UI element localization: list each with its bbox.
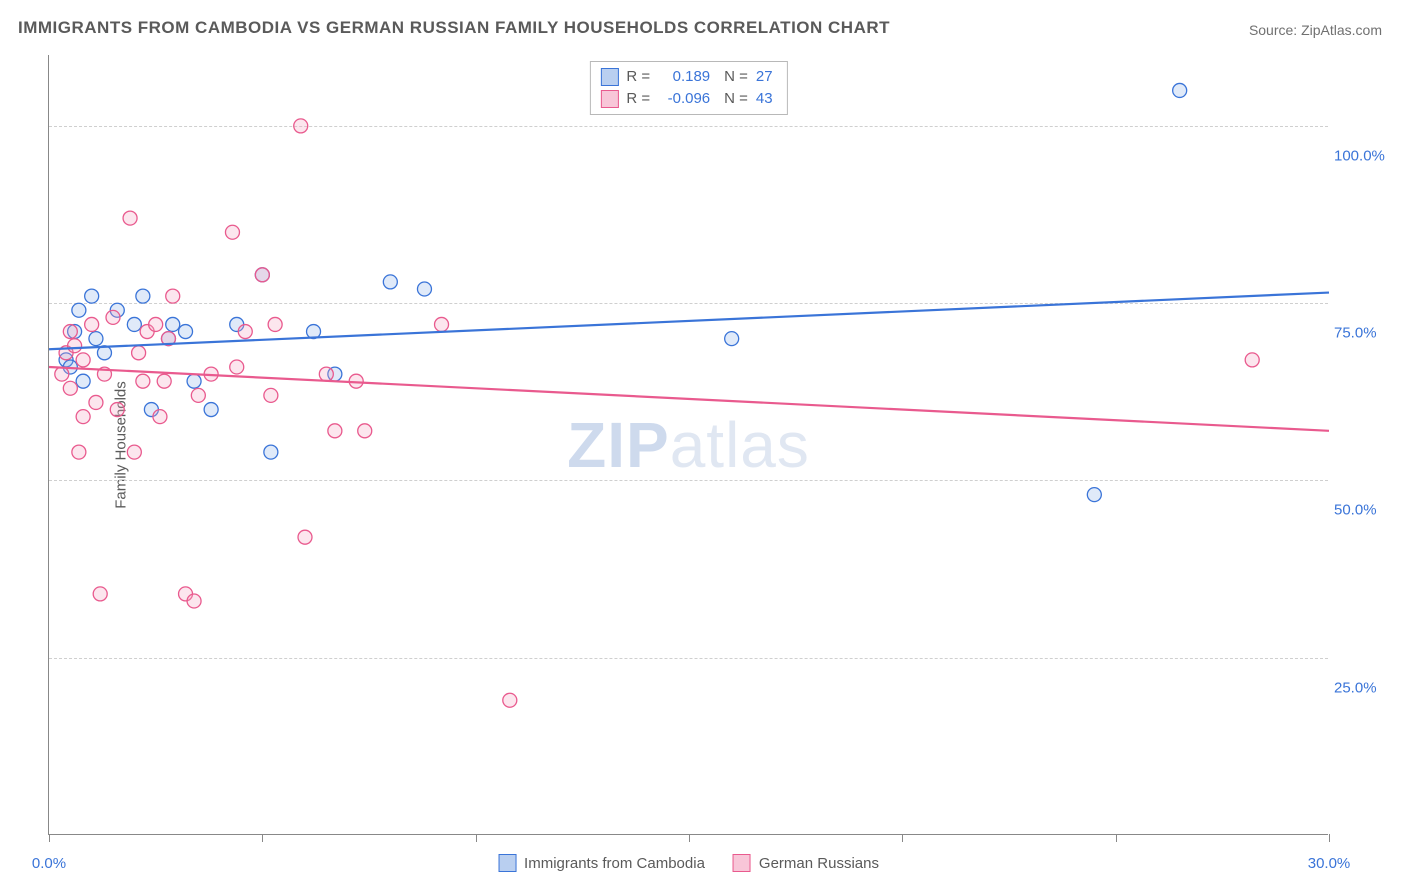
r-value-2: -0.096 <box>658 88 710 110</box>
swatch-series-2 <box>733 854 751 872</box>
data-point <box>123 211 137 225</box>
series-1-name: Immigrants from Cambodia <box>524 855 705 872</box>
source-label: Source: ZipAtlas.com <box>1249 22 1382 38</box>
data-point <box>187 594 201 608</box>
x-tick <box>476 834 477 842</box>
data-point <box>225 225 239 239</box>
data-point <box>76 374 90 388</box>
data-point <box>255 268 269 282</box>
r-label: R = <box>626 66 650 88</box>
n-label: N = <box>724 66 748 88</box>
data-point <box>268 317 282 331</box>
data-point <box>238 325 252 339</box>
data-point <box>85 289 99 303</box>
data-point <box>503 693 517 707</box>
data-point <box>132 346 146 360</box>
x-tick <box>262 834 263 842</box>
data-point <box>1173 83 1187 97</box>
data-point <box>149 317 163 331</box>
series-legend: Immigrants from Cambodia German Russians <box>498 854 879 872</box>
swatch-series-2 <box>600 90 618 108</box>
data-point <box>358 424 372 438</box>
data-point <box>127 317 141 331</box>
data-point <box>76 353 90 367</box>
legend-row-2: R = -0.096 N = 43 <box>600 88 772 110</box>
data-point <box>153 410 167 424</box>
series-2-name: German Russians <box>759 855 879 872</box>
y-tick-label: 75.0% <box>1334 325 1394 342</box>
data-point <box>89 332 103 346</box>
trend-line <box>49 367 1329 431</box>
x-tick <box>1116 834 1117 842</box>
data-point <box>179 325 193 339</box>
r-value-1: 0.189 <box>658 66 710 88</box>
data-point <box>93 587 107 601</box>
data-point <box>76 410 90 424</box>
data-point <box>187 374 201 388</box>
data-point <box>127 445 141 459</box>
data-point <box>55 367 69 381</box>
data-point <box>230 360 244 374</box>
n-label: N = <box>724 88 748 110</box>
data-point <box>63 381 77 395</box>
data-point <box>264 445 278 459</box>
x-tick <box>902 834 903 842</box>
data-point <box>298 530 312 544</box>
data-point <box>1245 353 1259 367</box>
y-tick-label: 50.0% <box>1334 502 1394 519</box>
n-value-2: 43 <box>756 88 773 110</box>
y-tick-label: 100.0% <box>1334 147 1394 164</box>
x-tick <box>1329 834 1330 842</box>
x-tick <box>49 834 50 842</box>
y-tick-label: 25.0% <box>1334 679 1394 696</box>
data-point <box>294 119 308 133</box>
chart-title: IMMIGRANTS FROM CAMBODIA VS GERMAN RUSSI… <box>18 18 890 38</box>
data-point <box>68 339 82 353</box>
data-point <box>166 289 180 303</box>
data-point <box>417 282 431 296</box>
n-value-1: 27 <box>756 66 773 88</box>
data-point <box>63 325 77 339</box>
data-point <box>85 317 99 331</box>
data-point <box>191 388 205 402</box>
swatch-series-1 <box>498 854 516 872</box>
data-point <box>328 424 342 438</box>
r-label: R = <box>626 88 650 110</box>
data-point <box>136 289 150 303</box>
x-tick-label: 0.0% <box>32 855 66 872</box>
data-point <box>136 374 150 388</box>
scatter-svg <box>49 55 1328 834</box>
data-point <box>383 275 397 289</box>
x-tick <box>689 834 690 842</box>
data-point <box>264 388 278 402</box>
data-point <box>72 303 86 317</box>
data-point <box>166 317 180 331</box>
x-tick-label: 30.0% <box>1308 855 1351 872</box>
swatch-series-1 <box>600 68 618 86</box>
data-point <box>72 445 86 459</box>
data-point <box>157 374 171 388</box>
data-point <box>106 310 120 324</box>
data-point <box>110 403 124 417</box>
data-point <box>435 317 449 331</box>
correlation-legend: R = 0.189 N = 27 R = -0.096 N = 43 <box>589 61 787 115</box>
legend-row-1: R = 0.189 N = 27 <box>600 66 772 88</box>
data-point <box>319 367 333 381</box>
plot-area: Family Households ZIPatlas 25.0%50.0%75.… <box>48 55 1328 835</box>
legend-item-2: German Russians <box>733 854 879 872</box>
data-point <box>204 403 218 417</box>
legend-item-1: Immigrants from Cambodia <box>498 854 705 872</box>
data-point <box>1087 488 1101 502</box>
data-point <box>89 395 103 409</box>
data-point <box>725 332 739 346</box>
